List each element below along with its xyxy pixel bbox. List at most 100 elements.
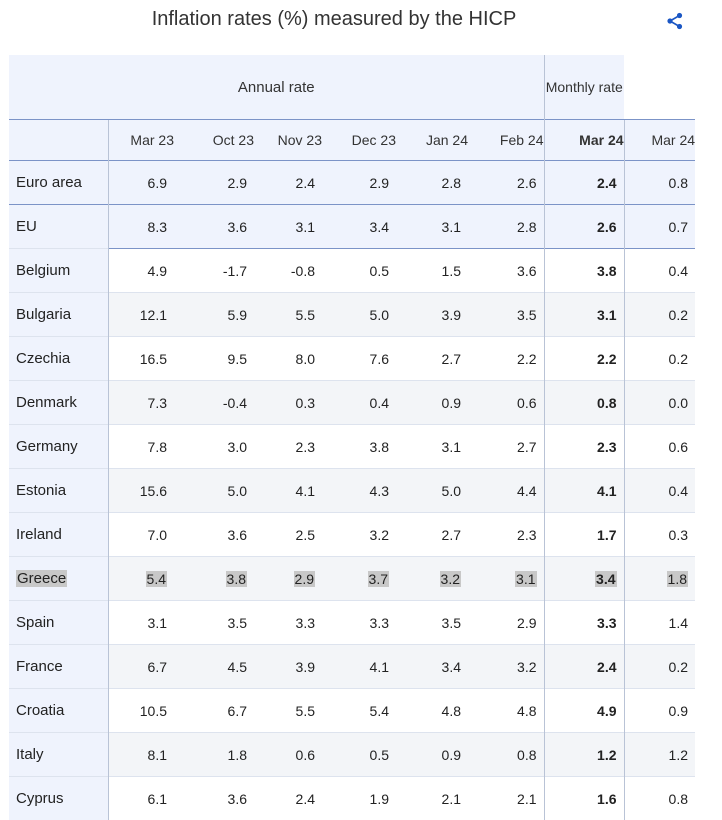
row-label: France: [9, 645, 108, 689]
annual-rate-cell: 1.5: [396, 249, 468, 293]
cell-value: 1.8: [667, 571, 688, 587]
cell-value: 1.5: [442, 263, 461, 279]
annual-rate-cell: 2.7: [468, 425, 544, 469]
annual-rate-cell: 2.6: [544, 205, 624, 249]
cell-value: 0.6: [296, 747, 315, 763]
monthly-rate-cell: 0.6: [624, 425, 695, 469]
row-label-text: Denmark: [16, 394, 77, 411]
row-label: Czechia: [9, 337, 108, 381]
cell-value: 3.2: [517, 659, 536, 675]
annual-rate-cell: 2.9: [174, 161, 254, 205]
cell-value: 3.6: [228, 219, 247, 235]
annual-rate-cell: 4.8: [396, 689, 468, 733]
annual-rate-cell: -0.4: [174, 381, 254, 425]
col-header-monthly: Mar 24: [624, 120, 695, 161]
annual-rate-cell: 6.7: [108, 645, 174, 689]
cell-value: 2.7: [442, 351, 461, 367]
cell-value: 2.3: [597, 439, 616, 455]
annual-rate-cell: 3.9: [396, 293, 468, 337]
monthly-rate-cell: 0.9: [624, 689, 695, 733]
cell-value: 7.6: [370, 351, 389, 367]
row-label: Estonia: [9, 469, 108, 513]
cell-value: 0.9: [442, 747, 461, 763]
annual-rate-cell: 7.0: [108, 513, 174, 557]
annual-rate-cell: 2.1: [468, 777, 544, 820]
annual-rate-cell: 2.4: [254, 161, 322, 205]
row-label-text: Greece: [16, 570, 67, 587]
header-corner: [9, 120, 108, 161]
cell-value: 0.5: [370, 747, 389, 763]
annual-rate-cell: 3.2: [322, 513, 396, 557]
cell-value: 6.7: [148, 659, 167, 675]
annual-rate-cell: 1.8: [174, 733, 254, 777]
annual-rate-cell: 3.2: [396, 557, 468, 601]
annual-rate-cell: 8.1: [108, 733, 174, 777]
annual-rate-cell: 2.6: [468, 161, 544, 205]
annual-rate-cell: 0.6: [254, 733, 322, 777]
annual-rate-cell: 3.1: [468, 557, 544, 601]
annual-rate-cell: 1.7: [544, 513, 624, 557]
share-icon[interactable]: [666, 12, 684, 30]
annual-rate-cell: 7.8: [108, 425, 174, 469]
annual-rate-cell: 2.7: [396, 513, 468, 557]
cell-value: 0.8: [669, 175, 688, 191]
annual-rate-cell: 0.5: [322, 249, 396, 293]
annual-rate-cell: 3.1: [544, 293, 624, 337]
cell-value: 0.7: [669, 219, 688, 235]
annual-rate-cell: 5.4: [108, 557, 174, 601]
annual-rate-cell: 0.8: [544, 381, 624, 425]
cell-value: 4.9: [148, 263, 167, 279]
annual-rate-cell: 6.7: [174, 689, 254, 733]
cell-value: 2.9: [370, 175, 389, 191]
cell-value: 3.3: [296, 615, 315, 631]
col-header: Dec 23: [322, 120, 396, 161]
cell-value: -1.7: [223, 263, 247, 279]
cell-value: 4.3: [370, 483, 389, 499]
cell-value: 8.3: [148, 219, 167, 235]
col-header-current: Mar 24: [544, 120, 624, 161]
annual-rate-cell: 3.1: [254, 205, 322, 249]
annual-rate-cell: 3.5: [396, 601, 468, 645]
cell-value: 0.6: [669, 439, 688, 455]
annual-rate-cell: 2.4: [544, 645, 624, 689]
annual-rate-cell: 5.0: [174, 469, 254, 513]
cell-value: -0.4: [223, 395, 247, 411]
monthly-rate-header: Monthly rate: [544, 55, 624, 120]
cell-value: 5.4: [370, 703, 389, 719]
annual-rate-cell: 1.6: [544, 777, 624, 820]
row-label: Greece: [9, 557, 108, 601]
hicp-inflation-table: Annual rate Monthly rate Mar 23 Oct 23 N…: [9, 55, 695, 820]
row-label: Belgium: [9, 249, 108, 293]
cell-value: 16.5: [140, 351, 167, 367]
annual-rate-cell: 2.2: [468, 337, 544, 381]
cell-value: 9.5: [228, 351, 247, 367]
cell-value: 0.3: [296, 395, 315, 411]
annual-rate-cell: 3.1: [108, 601, 174, 645]
monthly-rate-cell: 0.4: [624, 469, 695, 513]
cell-value: 2.4: [597, 175, 616, 191]
cell-value: 2.7: [517, 439, 536, 455]
row-label-text: Estonia: [16, 482, 66, 499]
annual-rate-cell: 4.1: [254, 469, 322, 513]
cell-value: 1.6: [597, 791, 616, 807]
cell-value: 3.3: [370, 615, 389, 631]
annual-rate-cell: 0.9: [396, 733, 468, 777]
cell-value: 0.2: [669, 659, 688, 675]
cell-value: 2.2: [597, 351, 616, 367]
annual-rate-cell: 2.2: [544, 337, 624, 381]
annual-rate-cell: 1.2: [544, 733, 624, 777]
cell-value: 4.5: [228, 659, 247, 675]
annual-rate-cell: 5.0: [396, 469, 468, 513]
cell-value: 4.1: [296, 483, 315, 499]
annual-rate-cell: 1.9: [322, 777, 396, 820]
cell-value: 1.2: [597, 747, 616, 763]
row-label-text: Italy: [16, 746, 44, 763]
annual-rate-cell: 3.4: [544, 557, 624, 601]
cell-value: 3.3: [597, 615, 616, 631]
annual-rate-cell: 3.6: [174, 513, 254, 557]
